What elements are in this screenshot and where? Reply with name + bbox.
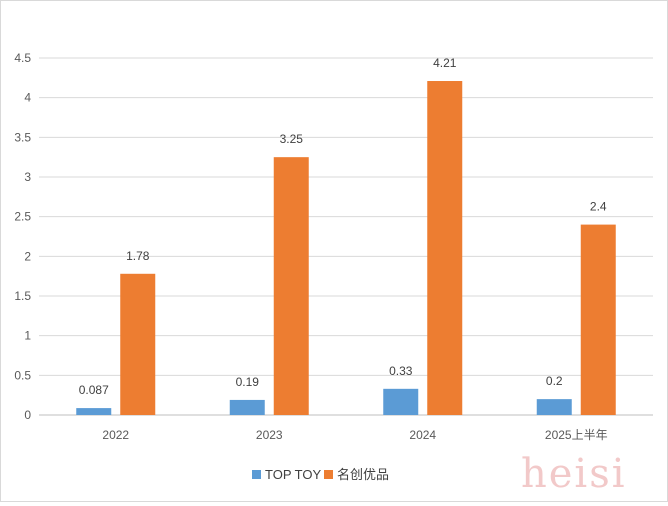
data-label: 0.33: [389, 364, 413, 378]
legend-label: 名创优品: [337, 467, 389, 482]
legend: TOP TOY 名创优品: [252, 467, 389, 482]
y-tick-label: 4.5: [14, 51, 31, 65]
data-label: 0.2: [546, 374, 563, 388]
watermark-text: heisi: [521, 451, 627, 497]
x-tick-label: 2023: [256, 428, 283, 442]
x-tick-label: 2022: [102, 428, 129, 442]
bar-miniso-1: [273, 157, 309, 415]
y-tick-label: 1: [24, 329, 31, 343]
axis-ticks: 0 0.5 1 1.5 2 2.5 3 3.5 4 4.5 2022 2023 2024 2025上半年: [14, 51, 607, 442]
legend-swatch: [252, 470, 261, 479]
bar-toptoy-3: [536, 399, 572, 415]
y-tick-label: 2.5: [14, 210, 31, 224]
bar-toptoy-1: [229, 399, 265, 415]
y-tick-label: 0.5: [14, 368, 31, 382]
data-label: 4.21: [433, 56, 457, 70]
data-label: 0.087: [79, 383, 109, 397]
bar-miniso-0: [120, 273, 156, 415]
y-tick-label: 4: [24, 91, 31, 105]
legend-swatch: [324, 470, 333, 479]
y-tick-label: 0: [24, 408, 31, 422]
y-tick-label: 1.5: [14, 289, 31, 303]
legend-label: TOP TOY: [265, 467, 321, 482]
data-label: 1.78: [126, 249, 150, 263]
bar-toptoy-2: [383, 388, 419, 415]
y-tick-label: 3.5: [14, 130, 31, 144]
bar-miniso-2: [427, 81, 463, 416]
x-tick-label: 2024: [409, 428, 436, 442]
y-tick-label: 3: [24, 170, 31, 184]
data-labels: 0.087 1.78 0.19 3.25 0.33 4.21 0.2 2.4: [79, 56, 607, 397]
bar-miniso-3: [580, 224, 616, 415]
x-tick-label: 2025上半年: [545, 428, 608, 442]
data-label: 2.4: [590, 200, 607, 214]
bar-toptoy-0: [76, 408, 112, 415]
bars: [76, 81, 616, 416]
y-tick-label: 2: [24, 249, 31, 263]
data-label: 0.19: [236, 375, 260, 389]
data-label: 3.25: [280, 132, 304, 146]
